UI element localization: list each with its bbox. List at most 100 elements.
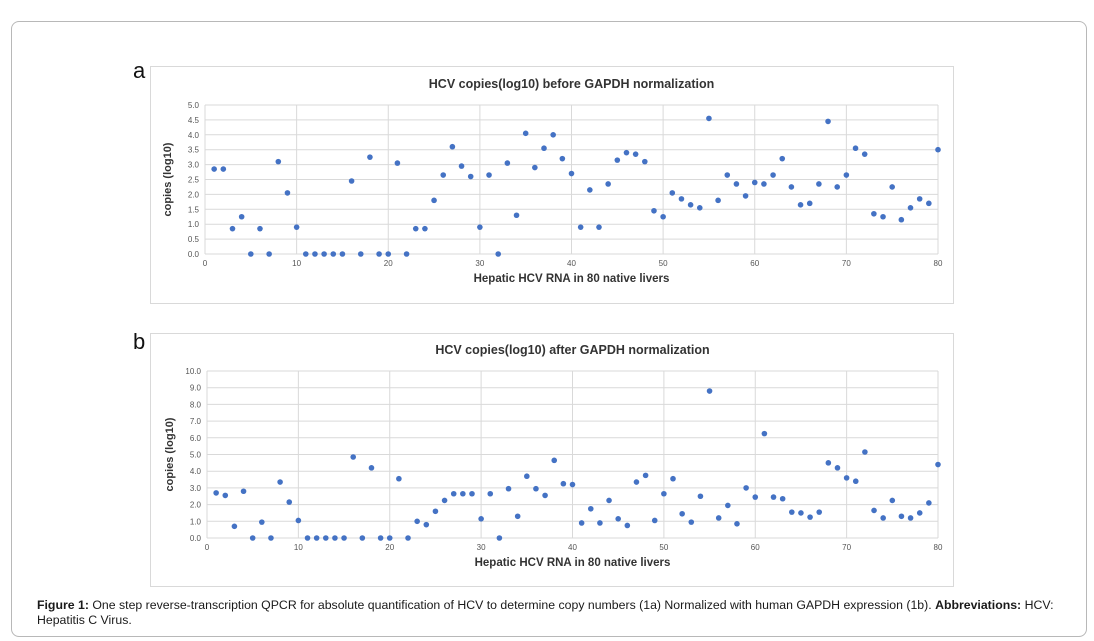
- chart-a-x-tick-label: 30: [475, 259, 484, 268]
- chart-b-y-tick-label: 8.0: [190, 400, 202, 409]
- chart-b-x-tick-label: 70: [842, 543, 851, 552]
- chart-a-data-point: [852, 145, 859, 152]
- chart-b-x-tick-label: 50: [659, 543, 668, 552]
- chart-a-data-point: [293, 224, 300, 230]
- chart-a-data-point: [513, 212, 520, 219]
- chart-b-x-tick-label: 40: [568, 543, 577, 552]
- chart-b-data-point: [670, 475, 676, 482]
- chart-b-data-point: [789, 509, 795, 515]
- chart-b-data-point: [743, 485, 749, 491]
- scatter-chart-a: HCV copies(log10) before GAPDH normaliza…: [162, 77, 943, 285]
- chart-a-data-point: [770, 172, 776, 178]
- chart-b-data-point: [798, 510, 804, 516]
- chart-a-data-point: [733, 181, 740, 187]
- chart-b-data-point: [578, 520, 585, 526]
- chart-a-data-point: [614, 157, 621, 163]
- chart-b-y-axis-label: copies (log10): [164, 417, 176, 491]
- chart-b-x-tick-label: 30: [477, 543, 486, 552]
- chart-a-data-point: [669, 190, 676, 196]
- chart-b-data-point: [551, 457, 558, 464]
- chart-b-data-point: [478, 515, 484, 522]
- chart-b-title: HCV copies(log10) after GAPDH normalizat…: [435, 343, 709, 357]
- chart-b-data-point: [871, 507, 877, 514]
- chart-a-data-point: [238, 213, 245, 220]
- chart-b-data-point: [441, 497, 448, 504]
- chart-a-data-point: [761, 181, 767, 187]
- chart-b-data-point: [880, 515, 886, 521]
- caption-abbr-text: HCV: Hepatitis C Virus.: [37, 598, 1054, 627]
- chart-a-data-point: [431, 197, 437, 204]
- chart-a-data-point: [706, 115, 712, 122]
- chart-b-data-point: [661, 490, 667, 497]
- chart-b-data-point: [679, 510, 685, 517]
- chart-b-data-point: [761, 430, 768, 437]
- chart-b-data-point: [359, 535, 366, 541]
- figure-caption: Figure 1: One step reverse-transcription…: [37, 598, 1077, 628]
- chart-b-data-point: [377, 535, 384, 541]
- chart-b-x-tick-label: 0: [205, 543, 210, 552]
- chart-a-data-point: [898, 216, 905, 223]
- chart-a-x-tick-label: 60: [750, 259, 759, 268]
- caption-text: One step reverse-transcription QPCR for …: [88, 598, 936, 612]
- chart-b-data-point: [825, 460, 832, 466]
- chart-b-data-point: [715, 515, 722, 521]
- chart-a-data-point: [266, 251, 272, 257]
- chart-a-data-point: [385, 251, 392, 257]
- chart-b-data-point: [587, 505, 594, 512]
- chart-a-data-point: [871, 210, 877, 217]
- chart-b-y-tick-label: 9.0: [190, 384, 202, 393]
- chart-a-data-point: [312, 251, 318, 257]
- chart-a-y-tick-label: 1.5: [188, 205, 200, 214]
- chart-b-data-point: [560, 480, 567, 487]
- chart-a-data-point: [458, 163, 465, 169]
- chart-a-data-point: [843, 172, 850, 178]
- chart-a-x-tick-label: 70: [842, 259, 851, 268]
- chart-b-y-tick-label: 6.0: [190, 434, 202, 443]
- chart-panel-b: HCV copies(log10) after GAPDH normalizat…: [150, 333, 954, 587]
- chart-b-data-point: [386, 535, 393, 541]
- chart-b-data-point: [341, 535, 347, 541]
- chart-a-data-point: [834, 184, 841, 190]
- chart-a-data-point: [861, 151, 868, 157]
- chart-a-y-axis-label: copies (log10): [162, 142, 174, 216]
- chart-a-data-point: [532, 164, 538, 171]
- chart-a-data-point: [422, 225, 428, 232]
- chart-b-y-tick-label: 2.0: [190, 501, 202, 510]
- chart-a-y-tick-label: 3.5: [188, 146, 200, 155]
- chart-b-y-tick-label: 5.0: [190, 451, 202, 460]
- chart-b-data-point: [450, 490, 457, 497]
- chart-a-data-point: [632, 151, 639, 157]
- chart-b-data-point: [240, 488, 247, 495]
- chart-b-data-point: [524, 473, 530, 480]
- chart-b-data-point: [469, 490, 475, 497]
- chart-a-data-point: [495, 251, 502, 257]
- chart-a-data-point: [916, 196, 923, 202]
- chart-a-data-point: [696, 205, 703, 211]
- chart-b-y-tick-label: 3.0: [190, 484, 202, 493]
- chart-b-data-point: [624, 522, 631, 529]
- chart-b-data-point: [487, 490, 494, 497]
- chart-b-data-point: [350, 454, 356, 460]
- chart-b-data-point: [396, 475, 402, 482]
- chart-b-data-point: [460, 490, 466, 497]
- chart-a-data-point: [257, 225, 263, 232]
- chart-a-title: HCV copies(log10) before GAPDH normaliza…: [429, 77, 714, 91]
- chart-a-data-point: [367, 154, 373, 160]
- chart-a-data-point: [751, 179, 758, 186]
- chart-a-y-tick-label: 2.5: [188, 176, 200, 185]
- chart-a-y-tick-label: 0.5: [188, 235, 200, 244]
- chart-b-data-point: [295, 517, 302, 524]
- chart-a-x-tick-label: 0: [203, 259, 208, 268]
- chart-b-data-point: [734, 521, 740, 527]
- chart-a-data-point: [449, 143, 456, 150]
- chart-b-data-point: [633, 479, 640, 485]
- chart-b-data-point: [414, 518, 420, 525]
- chart-a-data-point: [605, 181, 611, 187]
- chart-b-data-point: [889, 497, 896, 504]
- chart-b-data-point: [231, 523, 238, 530]
- chart-b-data-point: [533, 485, 539, 492]
- chart-a-data-point: [412, 225, 419, 232]
- chart-a-data-point: [330, 251, 337, 257]
- chart-a-data-point: [577, 224, 584, 230]
- chart-a-data-point: [302, 251, 309, 257]
